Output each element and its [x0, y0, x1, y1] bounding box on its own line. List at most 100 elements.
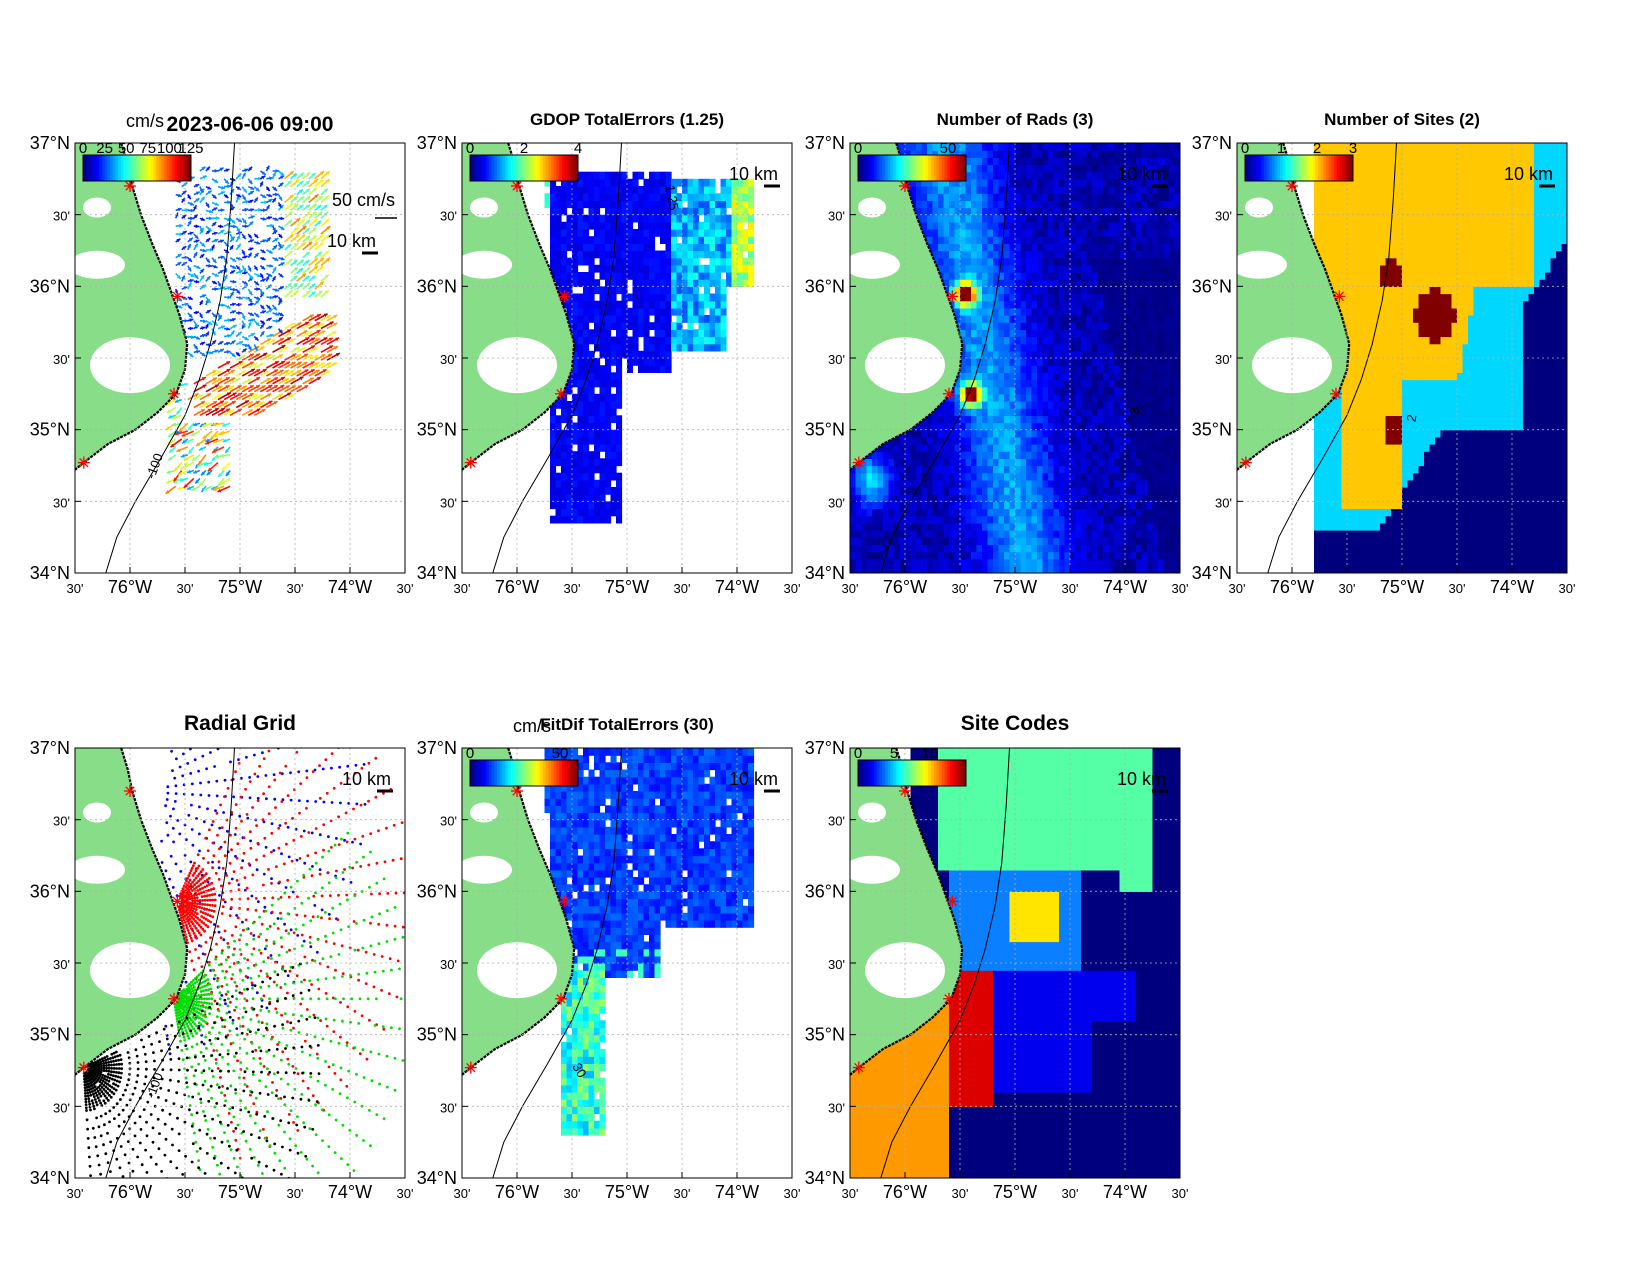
grid-cell [550, 243, 557, 252]
grid-cell [610, 221, 617, 230]
grid-cell [938, 515, 945, 524]
grid-cell [993, 422, 1000, 431]
colorbar-tick-label: 125 [178, 140, 203, 157]
grid-cell [1031, 479, 1038, 488]
grid-cell [1009, 243, 1016, 252]
grid-cell [905, 530, 912, 538]
grid-cell [583, 501, 590, 510]
grid-cell [1042, 236, 1049, 244]
grid-cell [594, 422, 601, 431]
grid-cell [1042, 372, 1049, 381]
grid-cell [971, 286, 978, 295]
vector-head [217, 370, 222, 375]
grid-cell [1026, 272, 1033, 280]
grid-cell [993, 300, 1000, 309]
grid-cell [861, 544, 868, 553]
grid-cell [544, 193, 551, 201]
grid-cell [709, 315, 716, 323]
grid-cell [577, 300, 584, 309]
grid-cell [737, 178, 744, 187]
grid-cell [687, 286, 694, 295]
grid-cell [976, 429, 983, 438]
grid-cell [599, 365, 606, 373]
grid-cell [943, 207, 950, 216]
grid-cell [1042, 386, 1049, 395]
grid-cell [866, 494, 873, 502]
grid-cell [905, 472, 912, 481]
vector-head [301, 242, 306, 247]
vector-head [288, 251, 293, 255]
grid-cell [861, 565, 868, 573]
grid-cell [1037, 558, 1044, 567]
grid-cell [599, 250, 606, 259]
grid-cell [866, 458, 873, 467]
grid-cell [921, 565, 928, 573]
vector-head [289, 394, 294, 398]
grid-cell [899, 508, 906, 517]
grid-cell [965, 501, 972, 510]
vector-head [242, 235, 246, 240]
vector-head [200, 254, 205, 258]
grid-cell [1026, 150, 1033, 158]
grid-cell [594, 307, 601, 316]
grid-cell [1009, 307, 1016, 316]
grid-cell [748, 229, 755, 237]
grid-cell [665, 315, 672, 323]
grid-cell [709, 207, 716, 216]
vector-head [316, 322, 321, 326]
grid-cell [720, 214, 727, 223]
grid-cell [982, 551, 989, 560]
grid-cell [921, 178, 928, 187]
grid-cell [572, 451, 579, 459]
grid-cell [976, 207, 983, 216]
grid-cell [610, 379, 617, 388]
grid-cell [965, 143, 972, 151]
grid-cell [682, 272, 689, 280]
grid-cell [588, 386, 595, 395]
grid-cell [649, 279, 656, 287]
grid-cell [960, 150, 967, 158]
grid-cell [960, 565, 967, 573]
grid-cell [594, 336, 601, 345]
vector-head [268, 325, 273, 330]
grid-cell [1020, 551, 1027, 560]
grid-cell [949, 444, 956, 452]
vector-head [274, 385, 278, 389]
grid-cell [910, 193, 917, 201]
grid-cell [965, 537, 972, 545]
grid-cell [954, 293, 961, 302]
grid-cell [877, 537, 884, 545]
grid-cell [949, 422, 956, 431]
grid-cell [1020, 415, 1027, 424]
vector-head [187, 486, 192, 490]
grid-cell [698, 243, 705, 252]
grid-cell [632, 358, 639, 366]
grid-cell [965, 236, 972, 244]
grid-cell [698, 178, 705, 187]
colorbar-segment [161, 155, 165, 181]
grid-cell [704, 193, 711, 201]
grid-cell [660, 193, 667, 201]
grid-cell [921, 150, 928, 158]
grid-cell [577, 444, 584, 452]
vector-head [205, 440, 210, 445]
grid-cell [583, 386, 590, 395]
vector-head [261, 409, 266, 413]
grid-cell [720, 207, 727, 216]
grid-cell [616, 229, 623, 237]
grid-cell [850, 494, 857, 502]
grid-cell [949, 558, 956, 567]
grid-cell [561, 221, 568, 230]
grid-cell [943, 458, 950, 467]
grid-cell [748, 186, 755, 194]
grid-cell [982, 537, 989, 545]
grid-cell [1042, 515, 1049, 524]
vector-head [272, 276, 276, 281]
grid-cell [943, 451, 950, 459]
grid-cell [599, 415, 606, 424]
grid-cell [976, 365, 983, 373]
grid-cell [888, 544, 895, 553]
vector-head [230, 386, 234, 390]
grid-cell [550, 229, 557, 237]
